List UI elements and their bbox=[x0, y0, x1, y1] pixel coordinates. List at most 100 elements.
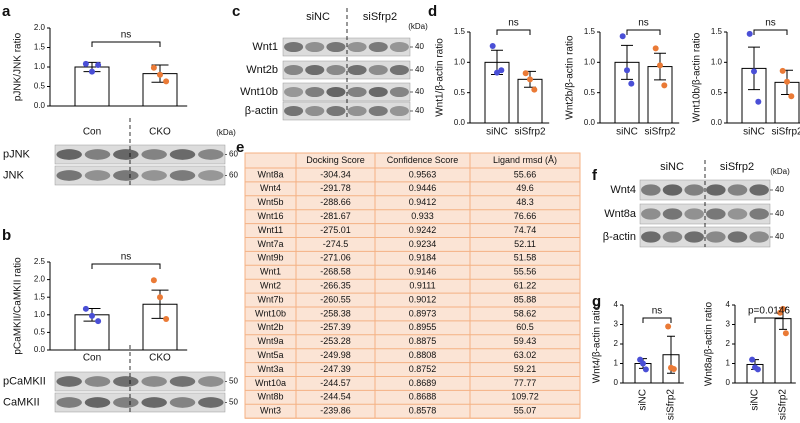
blot-band bbox=[727, 231, 748, 243]
y-axis-label: Wnt2b/β-actin ratio bbox=[565, 35, 576, 120]
blot-band bbox=[706, 231, 726, 243]
blot-band bbox=[305, 86, 325, 98]
error-bar bbox=[621, 44, 633, 80]
table-cell: 0.8689 bbox=[409, 378, 437, 388]
data-point bbox=[780, 305, 786, 312]
blot-band bbox=[284, 105, 304, 117]
table-cell: -275.01 bbox=[320, 225, 351, 235]
data-point bbox=[82, 60, 89, 67]
table-cell: -266.35 bbox=[320, 281, 351, 291]
bracket bbox=[642, 317, 672, 323]
kda-label: 40 bbox=[775, 209, 784, 218]
blot-band bbox=[198, 170, 224, 181]
y-axis-label: pJNK/JNK ratio bbox=[13, 32, 24, 101]
blot-label: β-actin bbox=[245, 105, 278, 117]
y-tick-label: 1.0 bbox=[454, 57, 466, 66]
y-tick-label: 1.0 bbox=[34, 62, 46, 71]
blot-band bbox=[113, 397, 139, 408]
blot-band bbox=[662, 184, 683, 196]
y-tick-label: 0.0 bbox=[584, 118, 596, 127]
data-point bbox=[640, 360, 646, 367]
error-bar bbox=[748, 46, 760, 91]
table-cell: -247.39 bbox=[320, 364, 351, 374]
blot-band bbox=[84, 149, 111, 160]
data-point bbox=[82, 305, 89, 312]
kda-label: 50 bbox=[229, 377, 238, 386]
blot-label: β-actin bbox=[603, 231, 636, 243]
y-tick-label: 0.5 bbox=[34, 82, 46, 91]
blot-label: Wnt2b bbox=[246, 64, 278, 76]
blot-label: JNK bbox=[3, 169, 24, 181]
blot-band bbox=[347, 64, 367, 76]
kda-unit: (kDa) bbox=[770, 167, 790, 176]
data-point bbox=[749, 356, 756, 363]
blot-band bbox=[198, 376, 224, 387]
blot-band bbox=[84, 170, 111, 181]
table-cell: 85.88 bbox=[514, 294, 537, 304]
blot-band bbox=[368, 64, 388, 76]
blot-band bbox=[284, 41, 304, 53]
bracket bbox=[91, 41, 161, 47]
blot-band bbox=[141, 376, 167, 387]
table-cell: Wnt5b bbox=[257, 197, 283, 207]
table-cell: Wnt9a bbox=[257, 336, 283, 346]
table-cell: 0.933 bbox=[411, 211, 434, 221]
table-cell: 109.72 bbox=[511, 392, 539, 402]
blot-label: CaMKII bbox=[3, 396, 40, 408]
table-cell: Wnt5a bbox=[257, 350, 283, 360]
blot-band bbox=[169, 397, 196, 408]
blot-band bbox=[749, 208, 769, 220]
y-tick-label: 3 bbox=[726, 320, 731, 329]
y-tick-label: 0 bbox=[614, 378, 619, 387]
blot-band bbox=[368, 105, 388, 117]
y-tick-label: 3 bbox=[614, 320, 619, 329]
data-point bbox=[89, 312, 95, 319]
blot-band bbox=[169, 149, 196, 160]
y-tick-label: 2.5 bbox=[34, 257, 46, 266]
table-cell: Wnt16 bbox=[257, 211, 283, 221]
blot-band bbox=[56, 170, 82, 181]
blot-band bbox=[326, 64, 346, 76]
y-tick-label: 1 bbox=[726, 359, 731, 368]
y-tick-label: 4 bbox=[726, 300, 731, 309]
bracket bbox=[626, 29, 661, 35]
table-cell: 59.21 bbox=[514, 364, 537, 374]
bracket bbox=[496, 29, 531, 35]
data-point bbox=[89, 68, 95, 75]
blot-band bbox=[169, 376, 196, 387]
table-cell: 74.74 bbox=[514, 225, 537, 235]
table-cell: 0.9012 bbox=[409, 294, 437, 304]
annotation: ns bbox=[638, 18, 649, 29]
blot-band bbox=[305, 105, 325, 117]
y-tick-label: 1.5 bbox=[454, 27, 466, 36]
blot-band bbox=[56, 397, 82, 408]
data-point bbox=[628, 80, 635, 87]
table-cell: 52.11 bbox=[514, 239, 536, 249]
blot-band bbox=[198, 397, 224, 408]
data-point bbox=[157, 294, 163, 301]
table-cell: 0.9234 bbox=[409, 239, 437, 249]
blot-label: Wnt8a bbox=[604, 208, 637, 220]
table-cell: Wnt7b bbox=[257, 294, 283, 304]
table-cell: -258.38 bbox=[320, 308, 351, 318]
kda-label: 40 bbox=[415, 87, 424, 96]
y-tick-label: 0.0 bbox=[34, 345, 46, 354]
panel-letter: f bbox=[592, 167, 598, 184]
table-cell: 0.9111 bbox=[409, 281, 435, 291]
x-tick-label: CKO bbox=[149, 353, 171, 364]
data-point bbox=[163, 78, 170, 85]
blot-band bbox=[305, 64, 325, 76]
blot-band bbox=[641, 208, 661, 220]
blot-band bbox=[749, 231, 769, 243]
table-cell: 0.9146 bbox=[409, 267, 437, 277]
blot-band bbox=[706, 184, 726, 196]
y-tick-label: 2.0 bbox=[34, 23, 46, 32]
blot-band bbox=[641, 231, 661, 243]
data-point bbox=[784, 78, 790, 85]
y-tick-label: 0.0 bbox=[711, 118, 723, 127]
x-tick-label: Con bbox=[83, 127, 101, 138]
blot-band bbox=[662, 231, 683, 243]
table-cell: 0.8688 bbox=[409, 392, 437, 402]
x-tick-label: siNC bbox=[750, 389, 761, 411]
blot-band bbox=[662, 208, 683, 220]
